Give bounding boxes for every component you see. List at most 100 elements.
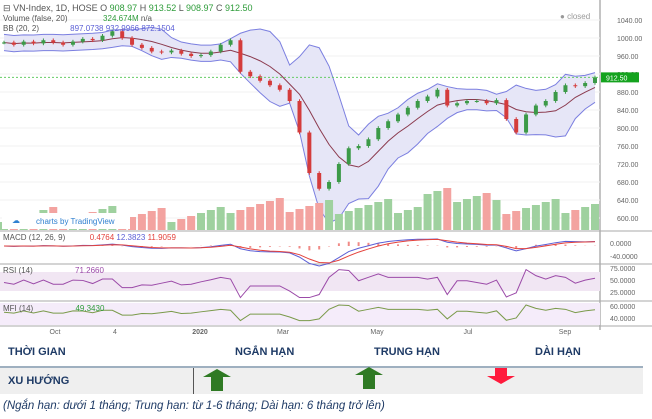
candle-body	[524, 114, 529, 133]
candle-body	[504, 100, 509, 119]
volume-bar	[226, 213, 235, 230]
volume-bar	[216, 207, 225, 230]
candle-body	[514, 119, 519, 133]
last-price-label: 912.50	[606, 75, 628, 82]
volume-bar	[541, 202, 550, 230]
time-axis-label: 4	[113, 329, 117, 336]
trend-label: XU HƯỚNG	[8, 375, 70, 387]
symbol-legend: ⊟ VN-Index, 1D, HOSE O 908.97 H 913.52 L…	[3, 3, 253, 13]
macd-histogram-bar	[209, 245, 212, 246]
macd-histogram-bar	[397, 244, 399, 246]
volume-bar	[394, 213, 402, 230]
volume-bar	[384, 199, 393, 230]
candle-body	[70, 41, 75, 45]
volume-bar	[177, 219, 186, 230]
volume-bar	[522, 208, 531, 230]
price-tick-label: 600.00	[617, 216, 639, 223]
last-price-tag	[601, 72, 639, 83]
macd-legend: MACD (12, 26, 9) 0.4764 12.3823 11.9059	[3, 233, 176, 242]
candle-body	[208, 51, 213, 56]
macd-histogram-bar	[268, 246, 271, 247]
volume-bar	[482, 193, 491, 230]
candle-body	[51, 40, 56, 43]
candle-body	[130, 38, 135, 45]
macd-histogram-bar	[446, 246, 449, 248]
candle-body	[31, 41, 36, 44]
time-axis-label: May	[370, 329, 384, 336]
collapse-icon[interactable]: ⊟	[3, 3, 11, 13]
candle-body	[159, 51, 164, 53]
candle-body	[277, 85, 282, 90]
candle-body	[179, 50, 184, 54]
volume-bar	[433, 191, 442, 230]
price-tick-label: 680.00	[617, 180, 639, 187]
macd-histogram-bar	[574, 245, 577, 246]
macd-histogram-bar	[111, 245, 114, 246]
volume-bar	[591, 204, 599, 230]
macd-histogram-bar	[318, 246, 321, 250]
price-tick-label: 640.00	[617, 198, 639, 205]
candle-body	[238, 40, 243, 72]
tradingview-branding[interactable]: ☁ charts by TradingView	[2, 213, 130, 229]
mfi-line	[3, 304, 596, 322]
candle-body	[307, 132, 312, 173]
volume-bar	[502, 214, 511, 230]
candle-body	[248, 71, 253, 77]
price-tick-label: 760.00	[617, 144, 639, 151]
candle-body	[327, 182, 332, 189]
volume-bar	[256, 204, 265, 230]
candle-body	[21, 41, 26, 45]
price-tick-label: 1000.00	[617, 36, 642, 43]
time-axis-label: Oct	[50, 329, 61, 336]
candle-body	[573, 85, 578, 87]
indicator-tick-label: 40.0000	[610, 316, 635, 323]
volume-bar	[344, 211, 353, 230]
volume-bar	[334, 214, 343, 230]
candle-body	[336, 164, 341, 182]
volume-bar	[472, 196, 481, 230]
macd-line	[3, 238, 596, 267]
macd-histogram-bar	[534, 244, 537, 246]
macd-histogram-bar	[456, 246, 459, 248]
table-header-row: THỜI GIAN NGẮN HẠN TRUNG HẠN DÀI HẠN	[0, 338, 643, 368]
candle-body	[494, 100, 499, 104]
mfi-legend: MFI (14) 49.3430	[3, 304, 105, 313]
macd-histogram-bar	[259, 246, 262, 248]
volume-bar	[581, 207, 590, 230]
macd-histogram-bar	[475, 246, 478, 247]
rsi-legend: RSI (14) 71.2660	[3, 266, 104, 275]
volume-bar	[187, 216, 196, 230]
macd-histogram-bar	[308, 246, 311, 251]
candle-body	[464, 101, 469, 104]
candle-body	[484, 101, 489, 104]
candle-body	[189, 53, 194, 56]
medium-term-up-arrow-icon	[355, 367, 383, 389]
candle-body	[386, 121, 391, 128]
candle-body	[533, 105, 538, 115]
volume-bar	[403, 210, 412, 230]
macd-histogram-bar	[298, 246, 301, 249]
volume-bar	[561, 213, 570, 230]
candle-body	[80, 38, 85, 42]
volume-bar	[413, 207, 422, 230]
price-chart[interactable]: 1040.001000.00960.00920.00880.00840.0080…	[0, 0, 652, 338]
candle-body	[11, 42, 16, 45]
rsi-band	[0, 272, 600, 291]
candle-body	[287, 89, 292, 101]
macd-histogram-bar	[367, 242, 370, 246]
price-tick-label: 960.00	[617, 54, 639, 61]
volume-bar	[354, 208, 363, 230]
macd-histogram-bar	[377, 243, 380, 246]
open-value: 908.97	[109, 3, 138, 13]
close-value: 912.50	[225, 3, 253, 13]
header-short-term: NGẮN HẠN	[235, 346, 295, 358]
candle-body	[366, 139, 371, 146]
volume-bar	[551, 199, 560, 230]
indicator-tick-label: 75.0000	[610, 266, 635, 273]
candle-body	[405, 107, 410, 115]
footnote: (Ngắn hạn: dưới 1 tháng; Trung hạn: từ 1…	[3, 400, 385, 412]
header-long-term: DÀI HẠN	[535, 346, 581, 358]
candle-body	[435, 89, 440, 97]
candle-body	[376, 128, 381, 140]
